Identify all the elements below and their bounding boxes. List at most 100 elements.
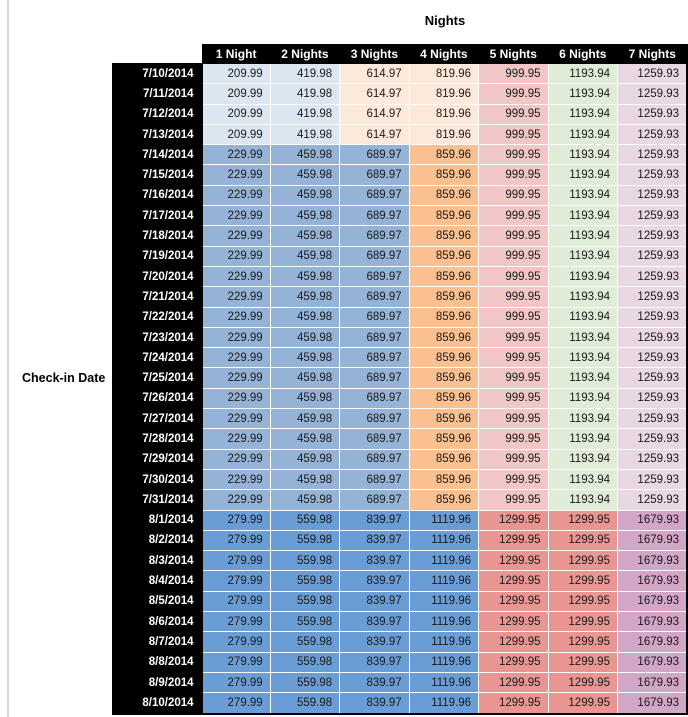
price-cell: 1119.96 [408, 651, 480, 673]
price-cell: 229.99 [201, 164, 271, 186]
row-date-label: 7/27/2014 [112, 408, 203, 430]
price-cell: 229.99 [201, 468, 271, 491]
price-cell: 859.96 [408, 205, 480, 227]
price-cell: 999.95 [478, 184, 549, 207]
price-cell: 1299.95 [478, 590, 549, 613]
price-cell: 1259.93 [616, 245, 688, 267]
price-cell: 559.98 [269, 671, 341, 694]
price-cell: 209.99 [201, 123, 271, 146]
price-cell: 209.99 [201, 103, 271, 125]
price-cell: 689.97 [339, 144, 410, 166]
corner-cell [113, 45, 203, 64]
price-cell: 459.98 [269, 367, 341, 389]
column-header-7-nights: 7 Nights [616, 44, 688, 64]
price-cell: 559.98 [269, 651, 341, 673]
price-cell: 999.95 [478, 164, 549, 186]
row-date-label: 8/4/2014 [112, 570, 203, 592]
price-cell: 459.98 [269, 448, 341, 470]
price-cell: 229.99 [201, 408, 271, 430]
price-cell: 1193.94 [547, 83, 618, 105]
price-cell: 1193.94 [547, 184, 618, 207]
row-date-label: 7/16/2014 [112, 184, 203, 207]
table-row: 8/5/2014 279.99 559.98 839.97 1119.96 1299.95… [112, 590, 688, 613]
table-row: 7/22/2014 229.99 459.98 689.97 859.96 999.95 1… [112, 306, 688, 328]
price-cell: 689.97 [339, 245, 410, 267]
table-row: 7/19/2014 229.99 459.98 689.97 859.96 999.95 1… [112, 245, 688, 267]
column-header-4-nights: 4 Nights [408, 44, 480, 64]
price-cell: 229.99 [201, 265, 271, 288]
checkin-date-axis-label: Check-in Date [22, 371, 106, 385]
price-cell: 859.96 [408, 428, 480, 450]
price-cell: 689.97 [339, 428, 410, 450]
table-row: 7/24/2014 229.99 459.98 689.97 859.96 999.95 1… [112, 347, 688, 369]
table-row: 8/8/2014 279.99 559.98 839.97 1119.96 1299.95… [112, 651, 688, 673]
price-cell: 1259.93 [616, 387, 688, 410]
price-cell: 1299.95 [478, 509, 549, 531]
price-cell: 1259.93 [616, 184, 688, 207]
price-cell: 559.98 [269, 550, 341, 572]
price-cell: 419.98 [269, 62, 341, 85]
table-row: 7/21/2014 229.99 459.98 689.97 859.96 999.95 1… [112, 286, 688, 308]
table-row: 8/9/2014 279.99 559.98 839.97 1119.96 1299.95… [112, 671, 688, 694]
price-cell: 1193.94 [547, 286, 618, 308]
price-cell: 459.98 [269, 286, 341, 308]
price-cell: 999.95 [478, 367, 549, 389]
price-cell: 1299.95 [478, 529, 549, 552]
price-cell: 859.96 [408, 408, 480, 430]
price-cell: 1299.95 [547, 651, 618, 673]
price-cell: 1299.95 [547, 611, 618, 633]
price-cell: 1299.95 [478, 611, 549, 633]
row-date-label: 7/12/2014 [112, 103, 203, 125]
table-row: 8/2/2014 279.99 559.98 839.97 1119.96 1299.95… [112, 529, 688, 552]
price-cell: 839.97 [339, 590, 410, 613]
price-cell: 229.99 [201, 144, 271, 166]
row-date-label: 7/30/2014 [112, 468, 203, 491]
table-row: 8/1/2014 279.99 559.98 839.97 1119.96 1299.95… [112, 509, 688, 531]
table-body: 7/10/2014 209.99 419.98 614.97 819.96 999.95 1… [112, 62, 688, 715]
row-date-label: 7/14/2014 [112, 144, 203, 166]
price-cell: 1193.94 [547, 387, 618, 410]
price-cell: 839.97 [339, 692, 410, 715]
price-cell: 999.95 [478, 144, 549, 166]
price-cell: 689.97 [339, 468, 410, 491]
row-date-label: 7/29/2014 [112, 448, 203, 470]
price-cell: 999.95 [478, 245, 549, 267]
price-cell: 1119.96 [408, 671, 480, 694]
price-cell: 859.96 [408, 265, 480, 288]
price-cell: 859.96 [408, 347, 480, 369]
price-cell: 559.98 [269, 509, 341, 531]
price-cell: 1119.96 [408, 570, 480, 592]
left-page-rule [7, 0, 9, 717]
table-row: 8/3/2014 279.99 559.98 839.97 1119.96 1299.95… [112, 550, 688, 572]
price-cell: 1193.94 [547, 103, 618, 125]
price-cell: 1193.94 [547, 245, 618, 267]
price-cell: 689.97 [339, 205, 410, 227]
price-cell: 1679.93 [616, 631, 688, 653]
price-cell: 859.96 [408, 387, 480, 410]
price-cell: 559.98 [269, 590, 341, 613]
table-row: 7/25/2014 229.99 459.98 689.97 859.96 999.95 1… [112, 367, 688, 389]
price-cell: 1259.93 [616, 489, 688, 511]
row-date-label: 7/23/2014 [112, 326, 203, 349]
price-cell: 999.95 [478, 123, 549, 146]
row-date-label: 8/6/2014 [112, 611, 203, 633]
price-cell: 1193.94 [547, 347, 618, 369]
price-cell: 1299.95 [547, 529, 618, 552]
price-cell: 229.99 [201, 428, 271, 450]
table-row: 7/28/2014 229.99 459.98 689.97 859.96 999.95 1… [112, 428, 688, 450]
price-cell: 279.99 [201, 611, 271, 633]
price-cell: 279.99 [201, 631, 271, 653]
price-cell: 859.96 [408, 367, 480, 389]
price-cell: 839.97 [339, 550, 410, 572]
price-cell: 209.99 [201, 83, 271, 105]
row-date-label: 7/24/2014 [112, 347, 203, 369]
price-cell: 1679.93 [616, 611, 688, 633]
price-cell: 229.99 [201, 387, 271, 410]
price-cell: 839.97 [339, 611, 410, 633]
price-cell: 459.98 [269, 265, 341, 288]
price-cell: 1259.93 [616, 205, 688, 227]
column-header-1-nights: 1 Night [201, 44, 271, 64]
price-cell: 689.97 [339, 306, 410, 328]
price-cell: 279.99 [201, 529, 271, 552]
price-cell: 689.97 [339, 225, 410, 247]
